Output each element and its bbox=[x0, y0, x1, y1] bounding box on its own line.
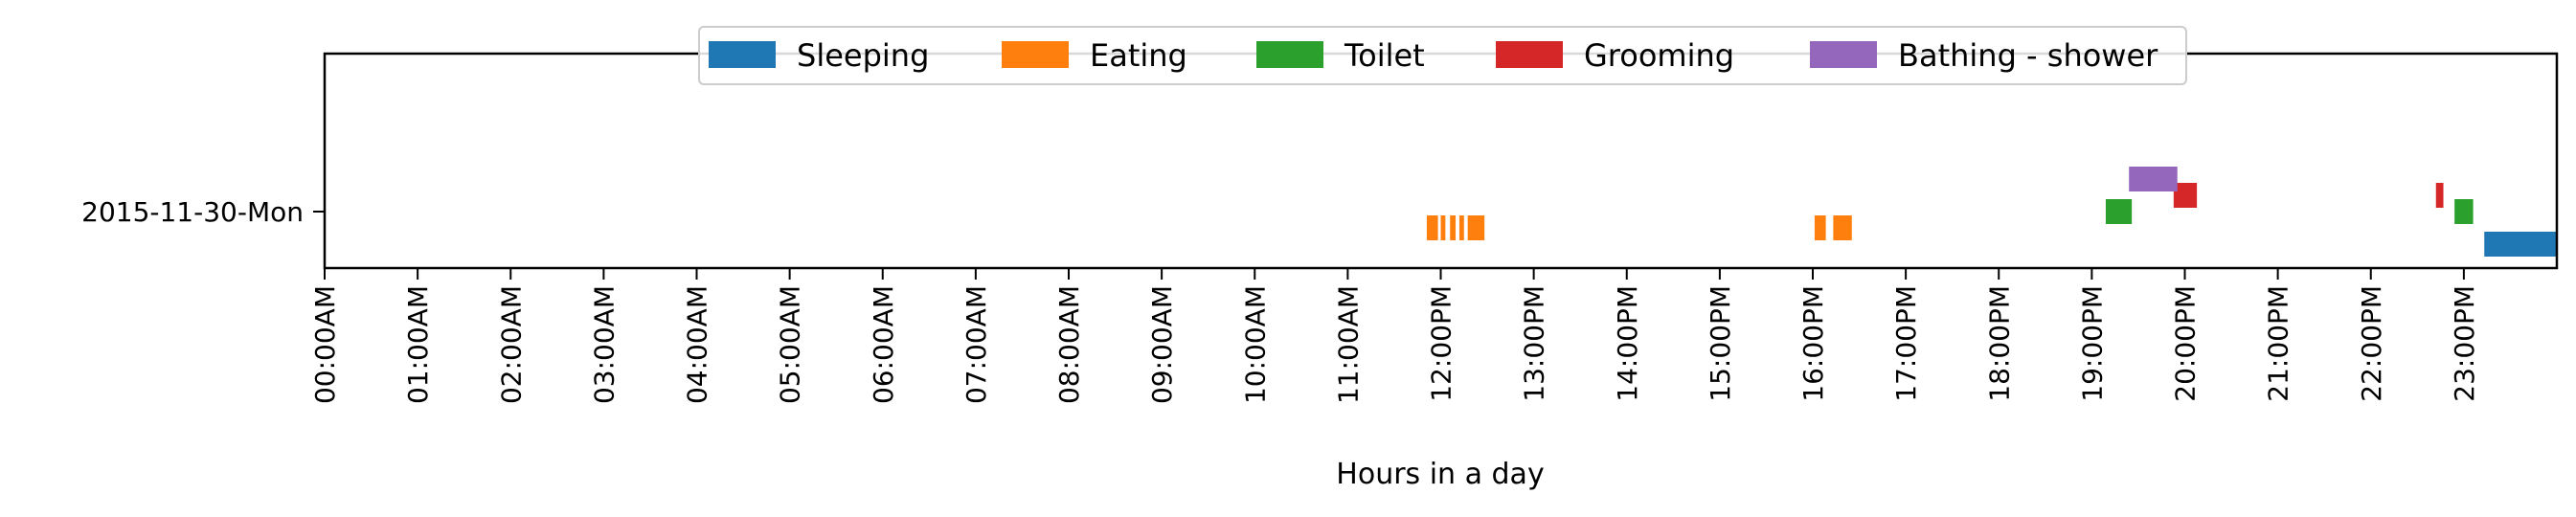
x-tick-label: 12:00PM bbox=[1426, 285, 1457, 402]
activity-bars bbox=[1426, 167, 2557, 257]
x-tick-label: 19:00PM bbox=[2076, 285, 2108, 402]
y-tick-label: 2015-11-30-Mon bbox=[81, 196, 304, 228]
bar-grooming-0 bbox=[2173, 183, 2198, 208]
x-tick-label: 01:00AM bbox=[402, 285, 434, 404]
legend-swatch-sleeping bbox=[709, 41, 776, 68]
legend-swatch-bathing-shower bbox=[1810, 41, 1877, 68]
x-tick-label: 08:00AM bbox=[1053, 285, 1085, 404]
x-tick-label: 16:00PM bbox=[1797, 285, 1829, 402]
x-tick-label: 20:00PM bbox=[2170, 285, 2202, 402]
bar-eating-0 bbox=[1426, 215, 1438, 240]
legend-swatch-grooming bbox=[1496, 41, 1563, 68]
bar-eating-4 bbox=[1467, 215, 1485, 240]
bar-eating-1 bbox=[1440, 215, 1446, 240]
x-tick-label: 17:00PM bbox=[1890, 285, 1922, 402]
x-tick-label: 10:00AM bbox=[1239, 285, 1271, 404]
legend-label: Toilet bbox=[1344, 37, 1425, 74]
legend-label: Bathing - shower bbox=[1898, 37, 2158, 74]
legend-label: Sleeping bbox=[797, 37, 929, 74]
x-tick-label: 06:00AM bbox=[868, 285, 899, 404]
x-tick-label: 03:00AM bbox=[588, 285, 620, 404]
bar-sleeping-0 bbox=[2484, 232, 2557, 257]
x-tick-label: 15:00PM bbox=[1705, 285, 1736, 402]
x-tick-label: 13:00PM bbox=[1519, 285, 1550, 402]
bar-eating-6 bbox=[1833, 215, 1852, 240]
legend-label: Eating bbox=[1090, 37, 1187, 74]
bar-grooming-1 bbox=[2435, 183, 2444, 208]
x-tick-label: 11:00AM bbox=[1332, 285, 1364, 404]
bar-eating-5 bbox=[1814, 215, 1826, 240]
x-tick-label: 22:00PM bbox=[2356, 285, 2387, 402]
legend-label: Grooming bbox=[1584, 37, 1734, 74]
bar-bathing-shower-0 bbox=[2129, 167, 2178, 191]
x-tick-label: 02:00AM bbox=[495, 285, 527, 404]
legend-swatch-toilet bbox=[1256, 41, 1323, 68]
x-tick-label: 23:00PM bbox=[2449, 285, 2480, 402]
x-tick-label: 14:00PM bbox=[1612, 285, 1643, 402]
bar-toilet-1 bbox=[2454, 199, 2474, 224]
legend-swatch-eating bbox=[1002, 41, 1069, 68]
x-tick-label: 09:00AM bbox=[1146, 285, 1178, 404]
x-tick-label: 04:00AM bbox=[682, 285, 713, 404]
legend: Sleeping Eating Toilet Grooming Bathing - sh… bbox=[698, 26, 2187, 85]
x-tick-label: 00:00AM bbox=[309, 285, 341, 404]
x-axis-ticks: 00:00AM 01:00AM 02:00AM 03:00AM 04:00AM 05:00… bbox=[309, 268, 2480, 404]
x-tick-label: 21:00PM bbox=[2263, 285, 2294, 402]
x-tick-label: 07:00AM bbox=[960, 285, 992, 404]
x-axis-label: Hours in a day bbox=[1336, 458, 1544, 491]
y-axis-ticks: 2015-11-30-Mon bbox=[81, 196, 325, 228]
bar-eating-3 bbox=[1458, 215, 1464, 240]
bar-toilet-0 bbox=[2105, 199, 2133, 224]
x-tick-label: 05:00AM bbox=[775, 285, 806, 404]
bar-eating-2 bbox=[1450, 215, 1457, 240]
x-tick-label: 18:00PM bbox=[1983, 285, 2015, 402]
